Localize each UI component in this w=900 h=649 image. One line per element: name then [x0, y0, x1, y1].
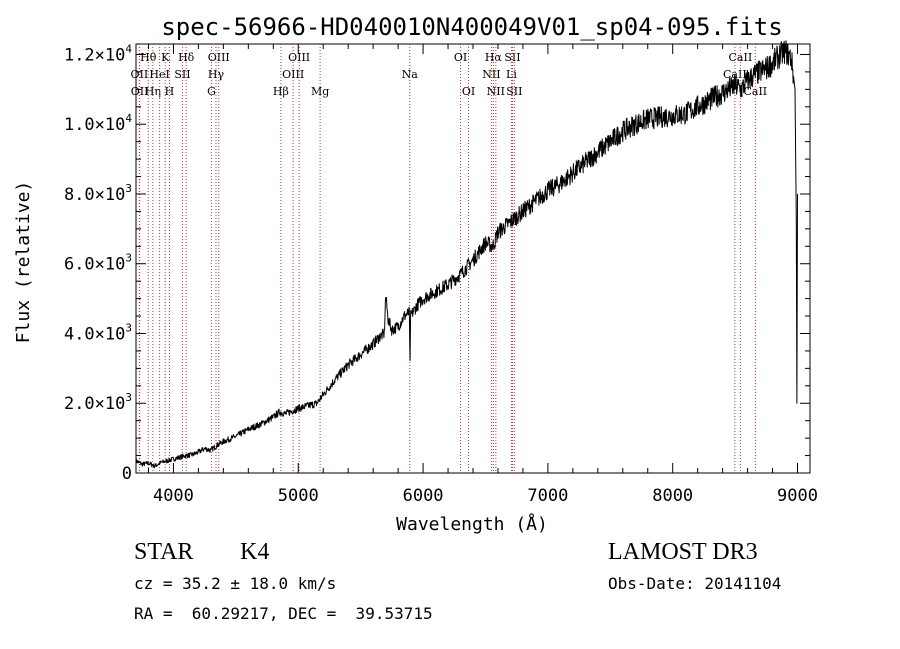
y-tick-exponent: 4	[125, 112, 132, 125]
survey-label: LAMOST DR3	[608, 539, 758, 565]
marker-label: OIII	[208, 51, 230, 64]
coordinates: RA = 60.29217, DEC = 39.53715	[134, 604, 433, 623]
marker-label: Hδ	[178, 51, 195, 64]
marker-label: SII	[504, 51, 520, 64]
y-tick-mantissa: 1.2×10	[64, 45, 125, 65]
x-axis-title: Wavelength (Å)	[396, 513, 548, 535]
x-tick-label: 8000	[652, 486, 693, 506]
marker-label: CaII	[743, 85, 767, 98]
marker-label: SII	[174, 68, 190, 81]
marker-label: G	[207, 85, 216, 98]
y-tick-label: 1.2×104	[64, 42, 132, 65]
marker-label: Hη	[145, 85, 161, 98]
y-tick-label: 0	[122, 464, 132, 484]
subclass: K4	[240, 539, 270, 565]
y-tick-label: 4.0×103	[64, 321, 132, 344]
y-axis-title: Flux (relative)	[13, 181, 34, 344]
marker-label: HeI	[149, 68, 169, 81]
marker-label: OIII	[288, 51, 310, 64]
marker-label: H	[165, 85, 175, 98]
y-tick-exponent: 4	[125, 42, 132, 55]
series-layer	[135, 40, 798, 469]
x-tick-label: 6000	[403, 486, 444, 506]
x-tick-label: 7000	[527, 486, 568, 506]
y-tick-mantissa: 6.0×10	[64, 255, 125, 275]
redshift: cz = 35.2 ± 18.0 km/s	[134, 574, 337, 593]
marker-label: OII	[131, 85, 149, 98]
marker-label: OI	[462, 85, 475, 98]
y-tick-exponent: 3	[125, 391, 132, 404]
marker-label: OI	[454, 51, 467, 64]
y-tick-exponent: 3	[125, 182, 132, 195]
chart-title: spec-56966-HD040010N400049V01_sp04-095.f…	[161, 13, 782, 41]
x-tick-label: 5000	[278, 486, 319, 506]
marker-label: CaII	[729, 51, 753, 64]
marker-label: SII	[506, 85, 522, 98]
y-tick-mantissa: 8.0×10	[64, 185, 125, 205]
y-tick-label: 1.0×104	[64, 112, 132, 135]
y-tick-mantissa: 2.0×10	[64, 394, 125, 414]
y-tick-mantissa: 1.0×10	[64, 115, 125, 135]
marker-label: Hθ	[140, 51, 157, 64]
y-tick-mantissa: 0	[122, 464, 132, 484]
marker-label: Hβ	[273, 85, 289, 98]
marker-label: OIII	[282, 68, 304, 81]
marker-label: K	[161, 51, 170, 64]
obs-date: Obs-Date: 20141104	[608, 574, 782, 593]
y-tick-label: 2.0×103	[64, 391, 132, 414]
axis-ticks: 4000 5000 6000 7000 8000 900002.0×1034.0×1036…	[64, 42, 818, 506]
y-tick-exponent: 3	[125, 321, 132, 334]
y-tick-exponent: 3	[125, 252, 132, 265]
marker-label: Hγ	[208, 68, 225, 81]
y-tick-mantissa: 4.0×10	[64, 324, 125, 344]
x-tick-label: 9000	[777, 486, 818, 506]
y-tick-label: 8.0×103	[64, 182, 132, 205]
object-class: STAR	[134, 539, 194, 565]
x-tick-label: 4000	[153, 486, 194, 506]
y-tick-label: 6.0×103	[64, 252, 132, 275]
marker-label: NII	[487, 85, 505, 98]
spectrum-line	[135, 40, 798, 469]
marker-label: Na	[402, 68, 419, 81]
marker-label: Li	[506, 68, 517, 81]
marker-label: Mg	[311, 85, 329, 98]
marker-label: NII	[482, 68, 500, 81]
marker-label: Hα	[485, 51, 503, 64]
